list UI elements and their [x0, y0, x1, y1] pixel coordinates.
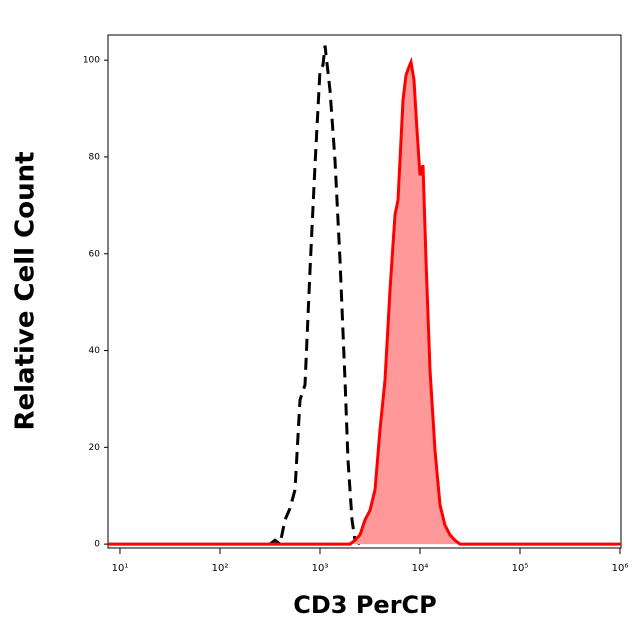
x-tick-label: 10¹ — [112, 563, 129, 574]
histogram-area — [108, 62, 621, 545]
y-tick-label: 100 — [83, 56, 100, 66]
x-tick-label: 10⁵ — [512, 563, 529, 574]
histogram-line — [108, 56, 621, 546]
y-tick-label: 40 — [89, 346, 101, 356]
x-tick-label: 10⁴ — [412, 563, 429, 574]
histogram-line — [269, 45, 361, 547]
y-axis-label: Relative Cell Count — [11, 151, 41, 430]
y-tick-label: 80 — [89, 152, 101, 162]
y-tick-label: 20 — [89, 443, 101, 453]
x-tick-label: 10³ — [312, 563, 329, 574]
x-tick-label: 10² — [212, 563, 229, 574]
x-axis-label: CD3 PerCP — [293, 591, 437, 619]
y-tick-label: 0 — [94, 540, 100, 550]
x-tick-label: 10⁶ — [612, 563, 629, 574]
plot-frame — [107, 34, 622, 549]
y-tick-label: 60 — [89, 249, 101, 259]
